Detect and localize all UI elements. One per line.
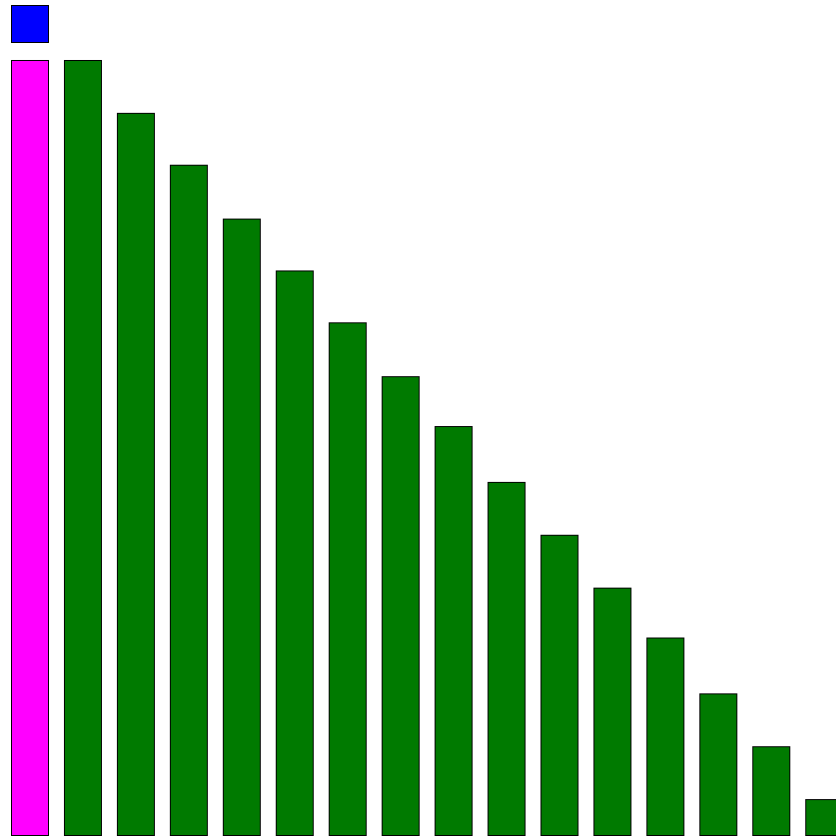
bar-16 [805,799,836,837]
bar-7 [328,322,367,836]
bar-6 [275,270,314,836]
bar-13 [646,637,685,837]
bar-15 [752,746,791,836]
bar-10 [487,481,526,836]
bar-highlight [11,59,49,837]
bar-4 [169,164,208,837]
indicator-square [11,5,49,43]
bar-3 [116,112,155,837]
bar-12 [593,587,632,837]
bars-layer [11,59,836,837]
bar-5 [222,218,261,836]
bar-2 [63,59,102,837]
bar-14 [699,693,738,836]
indicator-layer [11,5,49,43]
bar-11 [540,534,579,837]
bar-8 [381,376,420,836]
bar-9 [434,426,473,836]
